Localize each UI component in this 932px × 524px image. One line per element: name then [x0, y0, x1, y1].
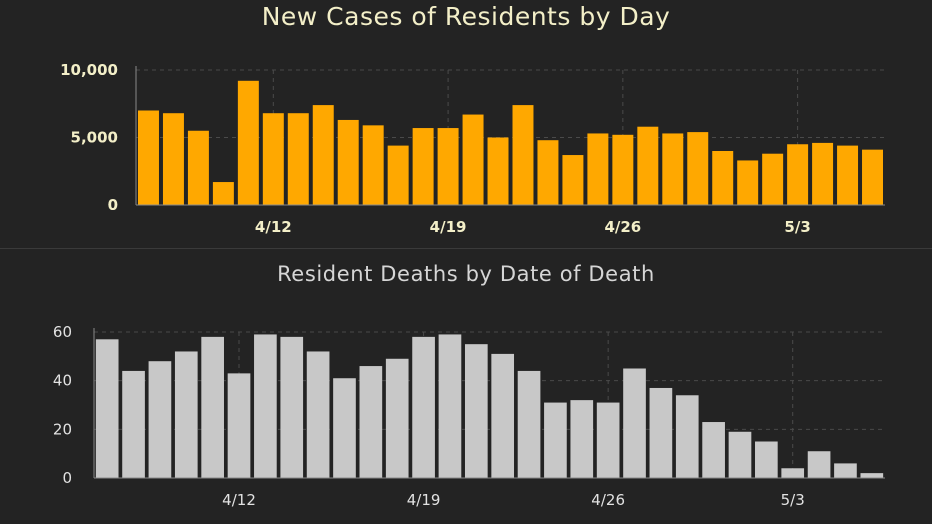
cases-bar — [687, 132, 709, 205]
cases-x-tick-label: 4/26 — [604, 218, 641, 236]
deaths-bar — [174, 351, 198, 478]
cases-bar — [562, 155, 584, 205]
cases-bar — [137, 110, 159, 205]
deaths-y-tick-label: 40 — [53, 372, 72, 390]
deaths-x-tick-label: 5/3 — [781, 491, 805, 509]
cases-bar — [412, 128, 434, 205]
cases-bar — [487, 137, 509, 205]
deaths-bar — [596, 402, 620, 478]
cases-bar — [512, 105, 534, 205]
cases-bar — [587, 133, 609, 205]
cases-bar — [437, 128, 459, 205]
cases-bar — [837, 145, 859, 205]
cases-bar — [212, 182, 234, 205]
cases-bar — [287, 113, 309, 205]
deaths-bar — [517, 370, 541, 478]
cases-chart-svg: 0 5,000 10,000 4/12 4/19 4/26 5/3 — [60, 61, 885, 236]
deaths-bar — [781, 468, 805, 478]
deaths-bar — [333, 378, 356, 478]
deaths-bar — [728, 431, 752, 478]
cases-x-tick-label: 4/12 — [255, 218, 292, 236]
cases-chart-title: New Cases of Residents by Day — [261, 2, 671, 31]
cases-y-tick-label: 10,000 — [60, 61, 118, 79]
deaths-bar — [755, 441, 778, 478]
cases-x-tick-label: 5/3 — [784, 218, 810, 236]
cases-bar — [162, 113, 184, 205]
deaths-bar — [438, 334, 462, 478]
cases-chart-panel: New Cases of Residents by Day 0 5,000 10,0… — [0, 0, 932, 248]
deaths-y-tick-label: 0 — [62, 469, 72, 487]
deaths-bar — [254, 334, 277, 478]
cases-bar — [462, 114, 484, 205]
cases-bar — [387, 145, 409, 205]
deaths-bar — [148, 361, 172, 478]
deaths-bar — [306, 351, 330, 478]
deaths-x-tick-label: 4/26 — [591, 491, 625, 509]
cases-bar — [337, 119, 359, 205]
deaths-bar — [675, 395, 699, 478]
deaths-y-tick-label: 20 — [53, 420, 72, 438]
deaths-y-tick-label: 60 — [53, 323, 72, 341]
deaths-bar — [834, 463, 857, 478]
deaths-x-tick-label: 4/19 — [407, 491, 441, 509]
deaths-chart-title: Resident Deaths by Date of Death — [277, 262, 655, 286]
deaths-bar — [280, 336, 304, 478]
cases-y-tick-label: 5,000 — [71, 129, 118, 147]
cases-x-tick-label: 4/19 — [430, 218, 467, 236]
deaths-chart-svg: 0 20 40 60 4/12 4/19 4/26 5/3 — [53, 323, 885, 509]
deaths-x-tick-label: 4/12 — [222, 491, 256, 509]
cases-bar — [787, 144, 809, 205]
deaths-bar — [464, 344, 488, 478]
deaths-bar — [201, 336, 224, 478]
cases-bar — [262, 113, 284, 205]
cases-bar — [362, 125, 384, 205]
cases-bar — [312, 105, 334, 205]
cases-bar — [762, 153, 784, 205]
cases-bar — [712, 151, 734, 205]
cases-bar — [237, 80, 259, 205]
cases-bar — [612, 134, 634, 205]
cases-bar — [737, 160, 759, 205]
deaths-bar — [570, 400, 594, 478]
cases-y-tick-label: 0 — [108, 196, 118, 214]
deaths-bar — [227, 373, 251, 478]
deaths-bar — [807, 451, 831, 478]
cases-bar — [637, 126, 659, 205]
deaths-bar — [491, 353, 515, 478]
deaths-bar — [649, 387, 673, 478]
cases-bar — [662, 133, 684, 205]
deaths-bar — [122, 370, 145, 478]
cases-bar — [862, 149, 884, 205]
cases-bar — [537, 140, 559, 205]
deaths-bar — [544, 402, 567, 478]
deaths-bar — [359, 366, 383, 478]
cases-bar — [187, 130, 209, 205]
deaths-chart-panel: Resident Deaths by Date of Death 0 20 40 60… — [0, 250, 932, 524]
deaths-bar — [385, 358, 409, 478]
deaths-bar — [702, 422, 725, 478]
panel-divider — [0, 248, 932, 249]
deaths-bar — [412, 336, 435, 478]
deaths-bar — [623, 368, 646, 478]
cases-bar — [812, 142, 834, 205]
deaths-bar — [95, 339, 119, 478]
deaths-bar — [860, 473, 884, 478]
